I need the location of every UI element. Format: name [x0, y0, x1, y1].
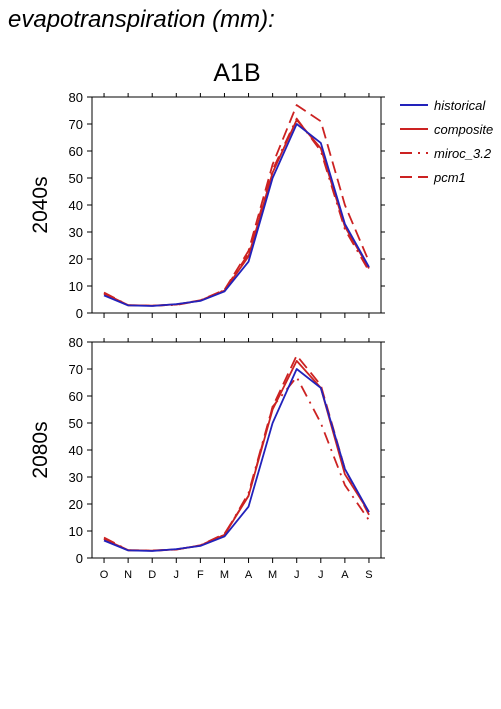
y-tick-label: 30 — [69, 470, 83, 485]
y-tick-label: 10 — [69, 524, 83, 539]
x-tick-label: M — [220, 569, 229, 581]
y-tick-label: 30 — [69, 225, 83, 240]
x-tick-label: O — [100, 569, 109, 581]
chart-panels: 0 10 20 30 40 50 60 70 80 2040s 0 10 20 30 40 50 60 70 80 O… — [29, 90, 385, 581]
x-tick-label: M — [268, 569, 277, 581]
y-tick-label: 0 — [76, 306, 83, 321]
y-tick-label: 70 — [69, 362, 83, 377]
x-tick-label: D — [148, 569, 156, 581]
legend-label: historical — [434, 98, 486, 113]
row-label: 2040s — [29, 176, 52, 233]
y-tick-label: 50 — [69, 171, 83, 186]
y-tick-label: 20 — [69, 497, 83, 512]
y-tick-label: 40 — [69, 443, 83, 458]
x-tick-label: A — [245, 569, 253, 581]
y-tick-label: 60 — [69, 389, 83, 404]
y-tick-label: 50 — [69, 416, 83, 431]
x-tick-label: J — [318, 569, 324, 581]
x-tick-label: S — [365, 569, 372, 581]
series-line-historical — [103, 123, 370, 307]
scenario-title: A1B — [213, 59, 260, 87]
y-tick-label: 20 — [69, 252, 83, 267]
row-label: 2080s — [29, 421, 52, 478]
series-line-miroc-3-2 — [103, 376, 370, 552]
legend-label: miroc_3.2 — [434, 146, 492, 161]
series-line-historical — [103, 368, 370, 552]
x-tick-label: J — [174, 569, 180, 581]
legend: historical composite miroc_3.2 pcm1 — [400, 98, 493, 185]
y-tick-label: 80 — [69, 335, 83, 350]
panel-2040s: 0 10 20 30 40 50 60 70 80 2040s — [29, 90, 385, 321]
page-title: evapotranspiration (mm): — [8, 6, 275, 33]
y-tick-label: 40 — [69, 198, 83, 213]
x-tick-label: F — [197, 569, 204, 581]
x-tick-label: A — [341, 569, 349, 581]
legend-label: composite — [434, 122, 493, 137]
y-tick-label: 60 — [69, 144, 83, 159]
y-tick-label: 80 — [69, 90, 83, 105]
y-tick-label: 70 — [69, 117, 83, 132]
legend-label: pcm1 — [433, 170, 466, 185]
y-tick-label: 0 — [76, 551, 83, 566]
x-tick-label: J — [294, 569, 300, 581]
y-tick-label: 10 — [69, 279, 83, 294]
panel-2080s: 0 10 20 30 40 50 60 70 80 O N D J F M A M J J A S 2080s — [29, 335, 385, 581]
x-tick-label: N — [124, 569, 132, 581]
